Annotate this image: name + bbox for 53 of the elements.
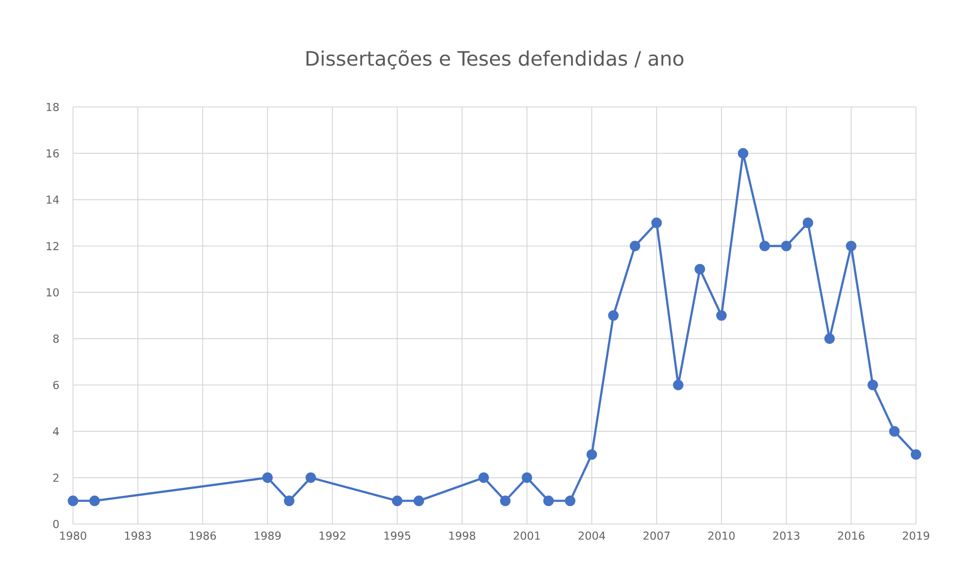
x-tick-label: 2001 bbox=[514, 532, 540, 540]
point bbox=[68, 496, 78, 506]
x-tick-label: 1983 bbox=[125, 532, 151, 540]
x-tick-label: 2016 bbox=[838, 532, 864, 540]
x-tick-label: 1989 bbox=[254, 532, 281, 540]
x-tick-label: 2013 bbox=[773, 532, 800, 540]
point bbox=[305, 472, 316, 483]
y-tick-label: 2 bbox=[53, 474, 58, 482]
x-tick-label: 1995 bbox=[384, 532, 410, 540]
y-tick-label: 18 bbox=[46, 102, 59, 112]
x-tick-label: 1980 bbox=[60, 532, 86, 540]
point bbox=[586, 449, 598, 460]
y-tick-label: 0 bbox=[53, 520, 59, 528]
point bbox=[522, 472, 532, 483]
point bbox=[478, 472, 489, 483]
point bbox=[910, 449, 922, 460]
point bbox=[500, 496, 511, 506]
y-tick-label: 10 bbox=[46, 288, 59, 296]
point bbox=[824, 333, 835, 344]
point bbox=[781, 240, 792, 252]
point bbox=[392, 496, 403, 506]
point bbox=[846, 240, 856, 252]
point bbox=[802, 218, 814, 228]
point bbox=[262, 472, 273, 483]
point bbox=[630, 240, 640, 252]
point bbox=[867, 380, 878, 390]
point bbox=[716, 310, 727, 321]
y-tick-label: 8 bbox=[53, 334, 59, 343]
y-tick-label: 14 bbox=[46, 196, 59, 204]
x-tick-label: 2019 bbox=[902, 532, 930, 540]
x-tick-label: 1986 bbox=[190, 532, 216, 540]
point bbox=[284, 496, 294, 506]
x-tick-label: 2010 bbox=[708, 532, 735, 540]
point bbox=[759, 240, 770, 252]
point bbox=[543, 496, 554, 506]
x-tick-label: 1992 bbox=[320, 532, 346, 540]
point bbox=[564, 496, 576, 506]
point bbox=[651, 218, 662, 228]
point bbox=[889, 426, 900, 437]
point bbox=[672, 380, 684, 390]
y-tick-label: 16 bbox=[46, 149, 59, 158]
point bbox=[694, 264, 706, 274]
chart-title: Dissertações e Teses defendidas / ano bbox=[306, 50, 684, 70]
x-tick-label: 1998 bbox=[449, 532, 476, 540]
point bbox=[89, 496, 100, 506]
x-tick-label: 2007 bbox=[643, 532, 670, 540]
point bbox=[414, 496, 424, 506]
x-tick-label: 2004 bbox=[578, 532, 606, 540]
y-tick-label: 4 bbox=[53, 427, 59, 436]
point bbox=[608, 310, 619, 321]
point bbox=[738, 148, 748, 159]
y-tick-label: 12 bbox=[46, 242, 58, 250]
y-tick-label: 6 bbox=[53, 380, 59, 390]
